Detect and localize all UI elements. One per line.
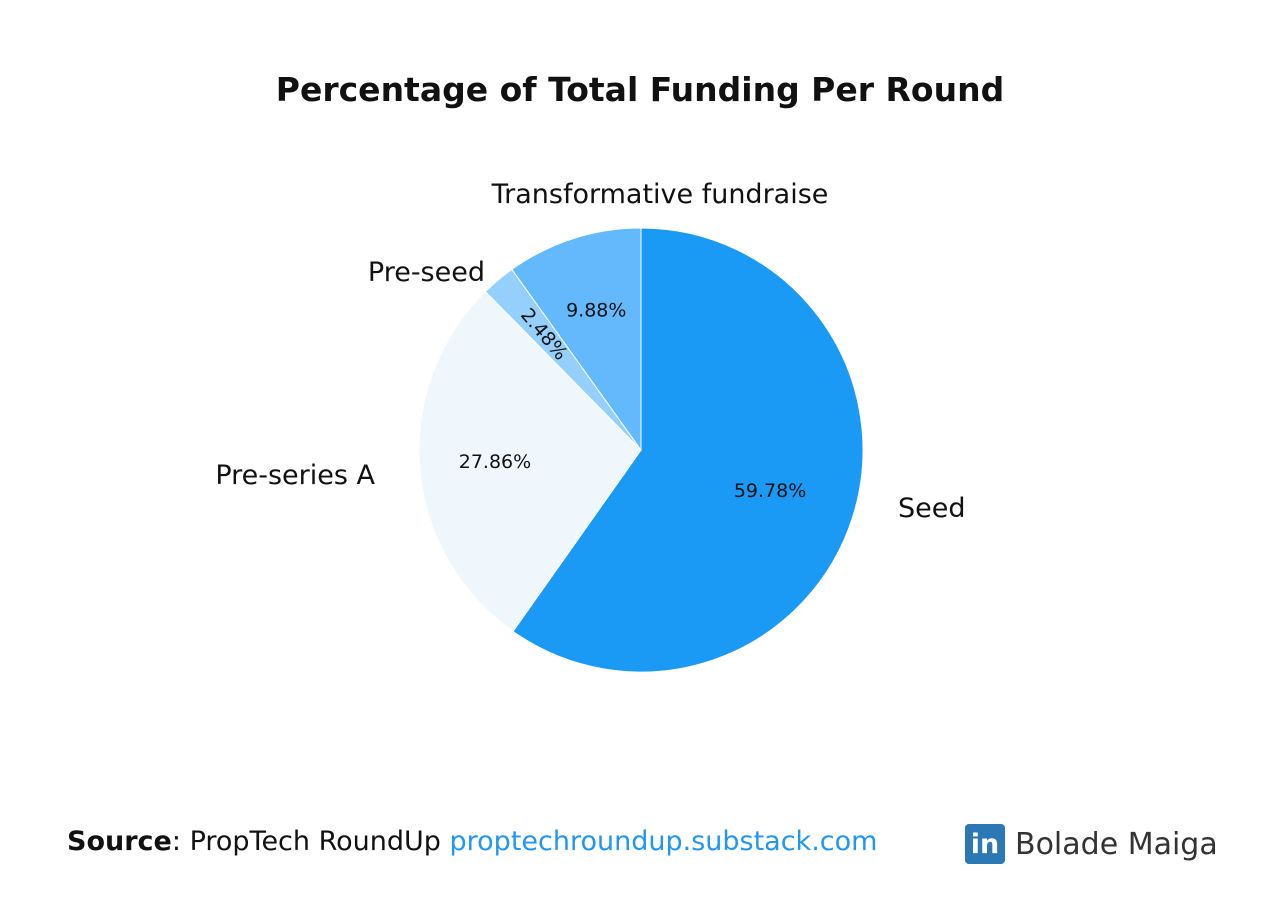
pie-slices (418, 227, 864, 673)
source-separator: : (171, 826, 181, 857)
chart-title: Percentage of Total Funding Per Round (275, 70, 1005, 109)
author-name: Bolade Maiga (1015, 826, 1218, 862)
pie-category-label: Seed (898, 493, 966, 524)
pie-slice-transformative-fundraise (511, 227, 642, 452)
linkedin-icon[interactable]: in (965, 824, 1005, 864)
pie-category-label: Pre-seed (368, 257, 485, 288)
pie-category-label: Pre-series A (215, 460, 375, 491)
pie-slice-pre-series-a (418, 290, 642, 633)
pie-value-label: 9.88% (566, 299, 626, 321)
pie-category-labels: Seed Pre-series A Pre-seed Transformative f… (215, 179, 965, 524)
pie-category-label: Transformative fundraise (491, 179, 829, 210)
pie-value-label: 59.78% (734, 480, 806, 502)
pie-value-label: 27.86% (459, 451, 531, 473)
source-footer: Source: PropTech RoundUp proptechroundup… (67, 826, 877, 857)
source-link[interactable]: proptechroundup.substack.com (449, 826, 878, 857)
pie-slice-seed (512, 227, 864, 673)
source-text: PropTech RoundUp (189, 826, 441, 857)
source-label: Source (67, 826, 172, 857)
author-brand: in Bolade Maiga (965, 824, 1218, 864)
